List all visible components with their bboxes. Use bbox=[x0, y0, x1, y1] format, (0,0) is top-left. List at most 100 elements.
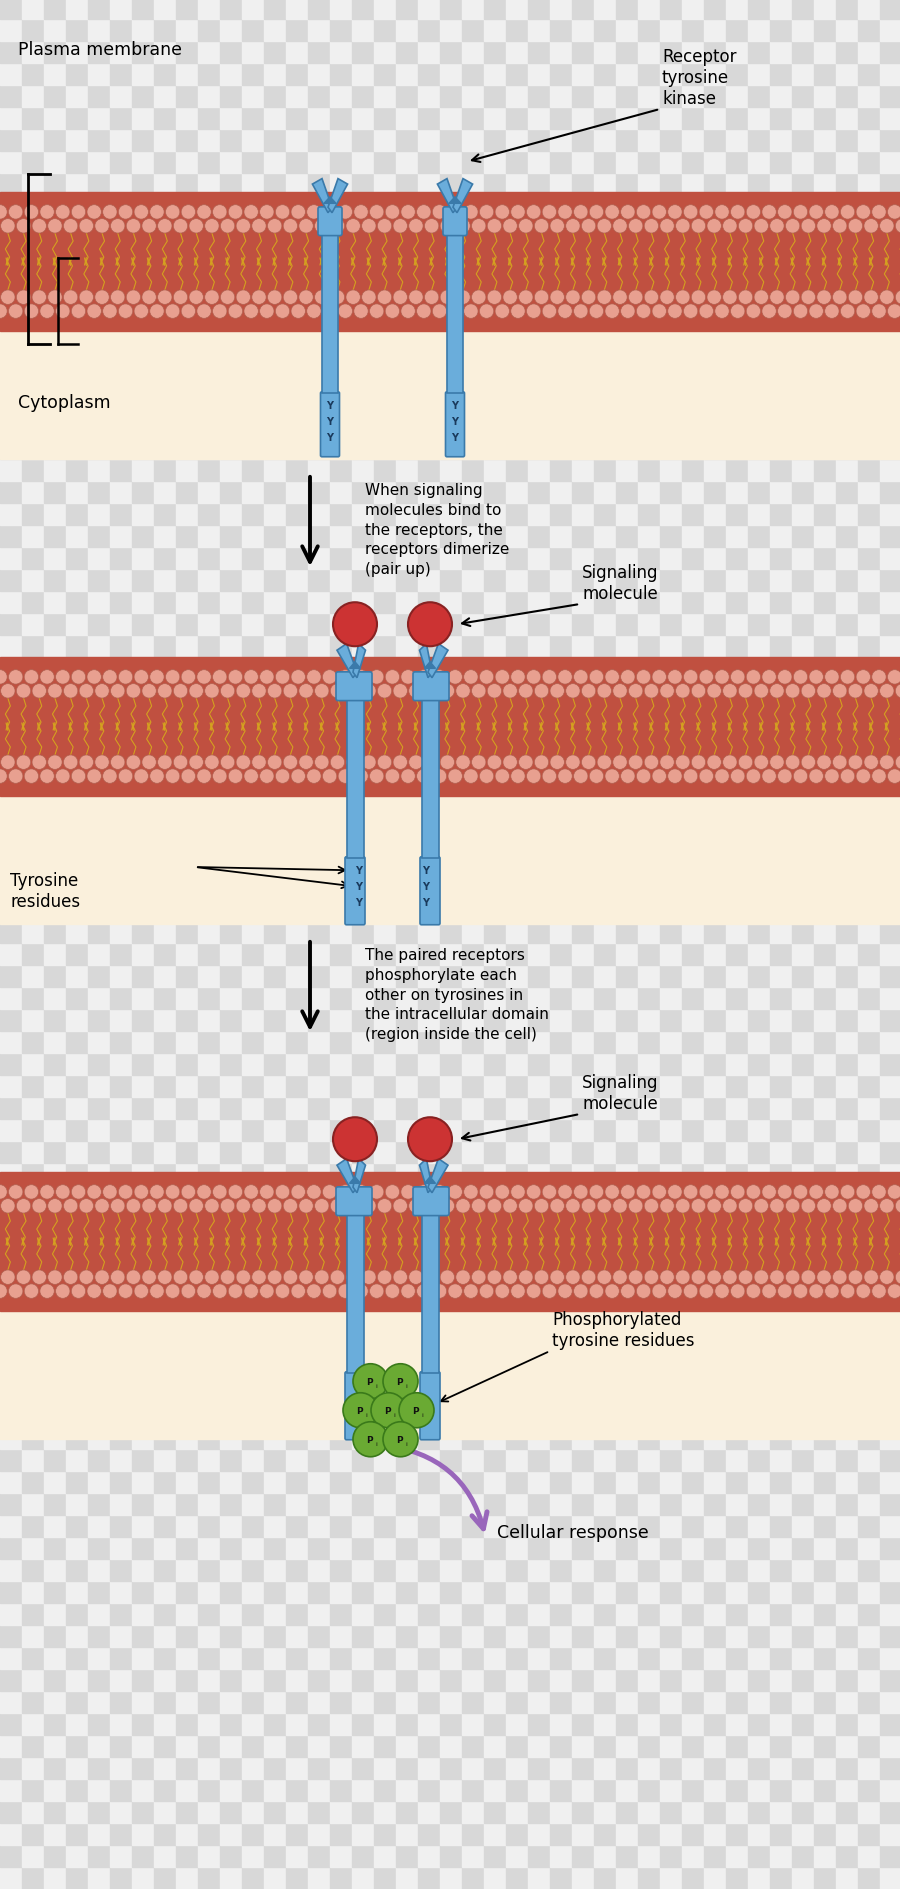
Bar bbox=[176, 283, 198, 306]
Bar bbox=[528, 1251, 550, 1273]
Bar bbox=[770, 108, 792, 130]
Bar bbox=[484, 1823, 506, 1846]
Bar bbox=[572, 1098, 594, 1120]
Circle shape bbox=[111, 291, 125, 306]
Bar bbox=[220, 965, 242, 988]
Bar bbox=[484, 1317, 506, 1339]
Bar bbox=[660, 723, 682, 746]
Circle shape bbox=[754, 291, 769, 306]
Bar bbox=[792, 1362, 814, 1383]
Bar bbox=[484, 1383, 506, 1405]
Bar bbox=[396, 1670, 418, 1691]
Bar bbox=[572, 723, 594, 746]
Bar bbox=[594, 1075, 616, 1098]
Bar bbox=[858, 217, 880, 240]
Bar bbox=[440, 1492, 462, 1515]
Bar bbox=[352, 329, 374, 349]
Bar bbox=[242, 1736, 264, 1757]
Circle shape bbox=[864, 756, 878, 771]
Bar bbox=[506, 1075, 528, 1098]
Bar bbox=[154, 1405, 176, 1428]
Bar bbox=[88, 174, 110, 196]
Circle shape bbox=[432, 206, 446, 219]
Bar bbox=[242, 767, 264, 790]
Bar bbox=[198, 943, 220, 965]
Circle shape bbox=[558, 769, 572, 784]
Bar bbox=[264, 151, 286, 174]
Bar bbox=[550, 856, 572, 878]
Bar bbox=[396, 1736, 418, 1757]
Circle shape bbox=[370, 769, 384, 784]
Bar bbox=[418, 306, 440, 329]
Bar bbox=[132, 1141, 154, 1164]
Bar bbox=[0, 0, 22, 21]
Bar bbox=[462, 1670, 484, 1691]
Circle shape bbox=[244, 206, 258, 219]
Bar bbox=[506, 329, 528, 349]
Bar bbox=[616, 21, 638, 42]
Bar bbox=[286, 1273, 308, 1296]
Bar bbox=[88, 130, 110, 151]
Bar bbox=[154, 570, 176, 591]
Bar bbox=[264, 1757, 286, 1779]
Bar bbox=[44, 263, 66, 283]
Bar bbox=[132, 64, 154, 87]
Bar bbox=[330, 1251, 352, 1273]
Circle shape bbox=[204, 1269, 219, 1285]
Bar bbox=[792, 525, 814, 548]
Circle shape bbox=[778, 304, 792, 319]
Circle shape bbox=[723, 684, 737, 699]
Bar bbox=[660, 812, 682, 833]
Bar bbox=[88, 1075, 110, 1098]
Bar bbox=[770, 723, 792, 746]
Bar bbox=[638, 1362, 660, 1383]
Bar bbox=[396, 1383, 418, 1405]
Bar bbox=[594, 812, 616, 833]
Bar bbox=[242, 1054, 264, 1075]
Bar bbox=[528, 1866, 550, 1889]
Bar bbox=[594, 196, 616, 217]
Bar bbox=[506, 393, 528, 416]
Bar bbox=[330, 349, 352, 372]
Bar bbox=[726, 1779, 748, 1800]
Bar bbox=[880, 1164, 900, 1186]
Bar bbox=[748, 1604, 770, 1625]
Bar bbox=[132, 767, 154, 790]
Bar bbox=[88, 21, 110, 42]
Bar bbox=[286, 1164, 308, 1186]
Bar bbox=[242, 1098, 264, 1120]
Bar bbox=[198, 767, 220, 790]
Bar bbox=[814, 438, 836, 459]
Bar bbox=[22, 833, 44, 856]
Bar bbox=[506, 87, 528, 108]
Bar bbox=[792, 988, 814, 1009]
Bar bbox=[550, 922, 572, 943]
Circle shape bbox=[32, 1269, 47, 1285]
Bar bbox=[88, 1757, 110, 1779]
Bar bbox=[374, 1604, 396, 1625]
Bar bbox=[880, 196, 900, 217]
Bar bbox=[132, 1207, 154, 1230]
Circle shape bbox=[864, 1269, 878, 1285]
Bar bbox=[638, 1251, 660, 1273]
Circle shape bbox=[212, 671, 227, 684]
Circle shape bbox=[354, 671, 368, 684]
Bar bbox=[264, 306, 286, 329]
Bar bbox=[770, 416, 792, 438]
Bar bbox=[440, 812, 462, 833]
Bar bbox=[880, 988, 900, 1009]
Bar bbox=[836, 1207, 858, 1230]
Bar bbox=[682, 42, 704, 64]
Bar bbox=[154, 283, 176, 306]
Bar bbox=[110, 1538, 132, 1558]
Bar bbox=[44, 1625, 66, 1647]
Bar bbox=[792, 329, 814, 349]
Circle shape bbox=[448, 671, 463, 684]
Circle shape bbox=[24, 1184, 39, 1200]
Bar bbox=[132, 1670, 154, 1691]
Bar bbox=[858, 87, 880, 108]
Bar bbox=[44, 1317, 66, 1339]
Circle shape bbox=[683, 1285, 698, 1298]
Bar bbox=[110, 657, 132, 680]
Bar bbox=[792, 1670, 814, 1691]
